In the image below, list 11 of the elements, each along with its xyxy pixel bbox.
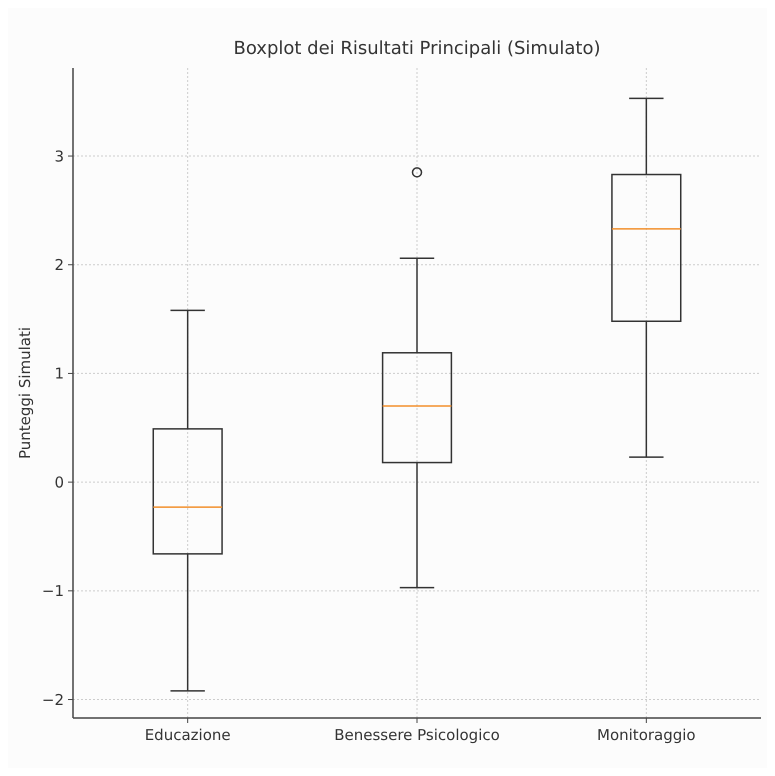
x-tick-label: Benessere Psicologico	[334, 726, 500, 744]
y-tick-label: 0	[54, 473, 64, 492]
y-tick-label: 1	[54, 364, 64, 383]
y-tick-label: 2	[54, 256, 64, 274]
y-axis-title: Punteggi Simulati	[16, 326, 34, 460]
x-tick-label: Monitoraggio	[597, 726, 696, 744]
x-tick-label: Educazione	[144, 726, 231, 744]
chart-title: Boxplot dei Risultati Principali (Simulato)	[233, 38, 601, 59]
y-tick-label: −2	[42, 690, 64, 709]
y-tick-label: 3	[54, 147, 64, 166]
y-tick-label: −1	[42, 582, 64, 600]
